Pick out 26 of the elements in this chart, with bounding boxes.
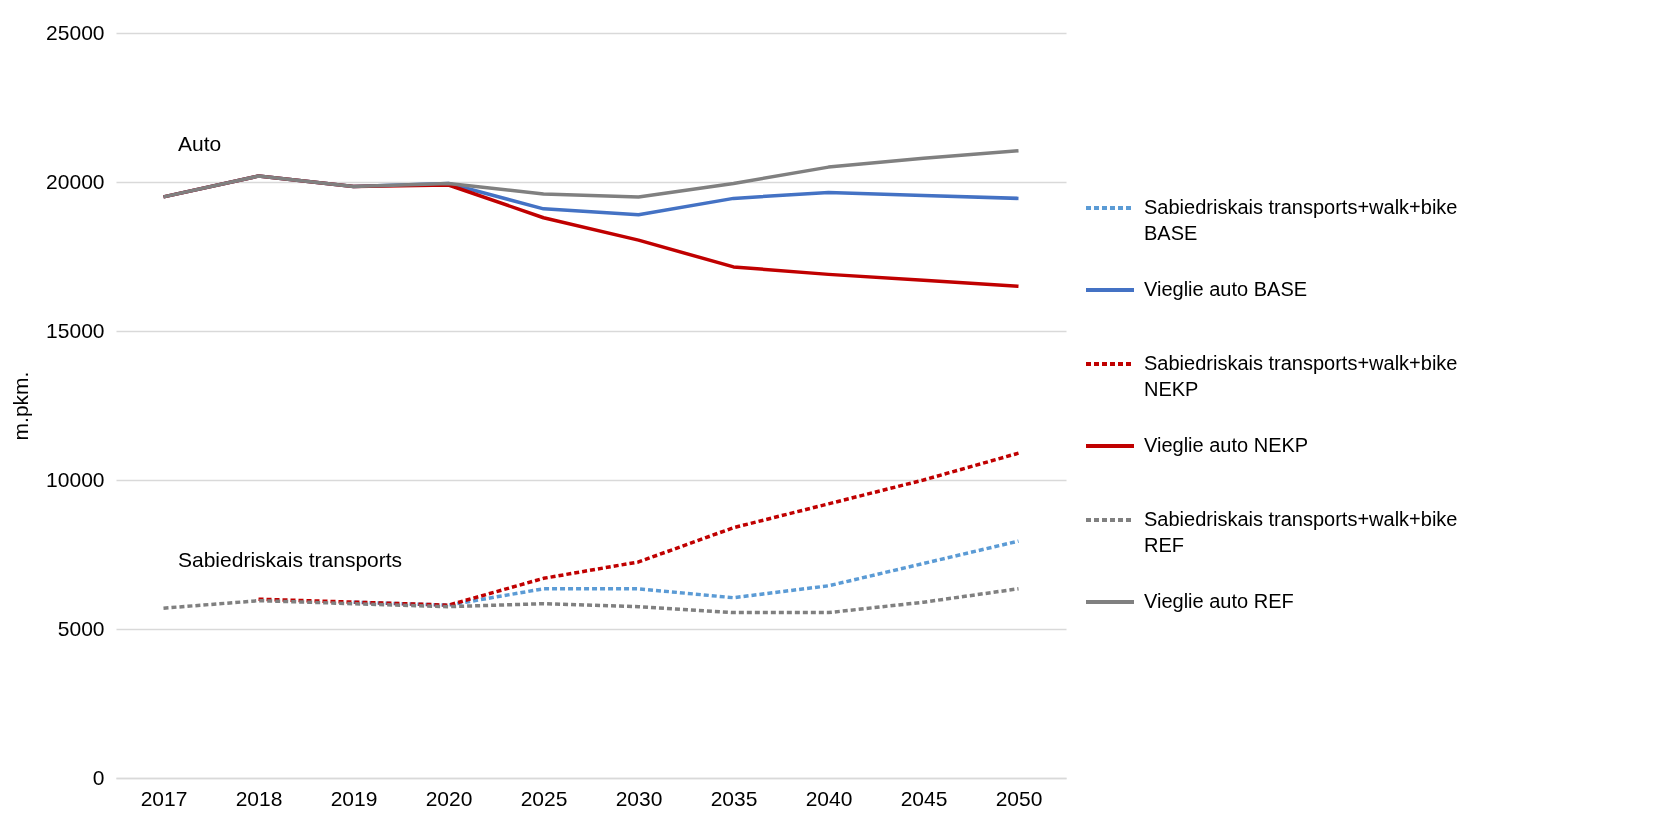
y-axis-title: m.pkm. [9,371,33,441]
annotation: Sabiedriskais transports [178,548,403,571]
x-tick-label: 2018 [235,786,283,810]
y-tick-label: 5000 [57,616,105,640]
legend-label: Vieglie auto REF [1144,590,1294,612]
x-tick-label: 2035 [710,786,758,810]
line-series [161,587,1021,615]
x-tick-label: 2045 [900,786,948,810]
legend-label: Vieglie auto BASE [1144,278,1308,300]
x-tick-label: 2050 [995,786,1043,810]
y-tick-label: 0 [92,765,105,789]
x-tick-label: 2030 [615,786,663,810]
x-tick-label: 2040 [805,786,853,810]
y-tick-label: 20000 [46,169,105,193]
legend-label: Sabiedriskais transports+walk+bike BASE [1144,196,1458,244]
y-tick-label: 10000 [46,467,105,491]
legend-label: Vieglie auto NEKP [1144,434,1309,456]
y-tick-label: 25000 [46,20,105,44]
x-tick-label: 2020 [425,786,473,810]
y-tick-label: 15000 [46,318,105,342]
x-tick-label: 2017 [140,786,188,810]
x-tick-label: 2019 [330,786,378,810]
legend-label: Sabiedriskais transports+walk+bike NEKP [1144,352,1458,400]
x-tick-label: 2025 [520,786,568,810]
annotation: Auto [178,132,222,155]
legend-label: Sabiedriskais transports+walk+bike REF [1144,508,1458,556]
